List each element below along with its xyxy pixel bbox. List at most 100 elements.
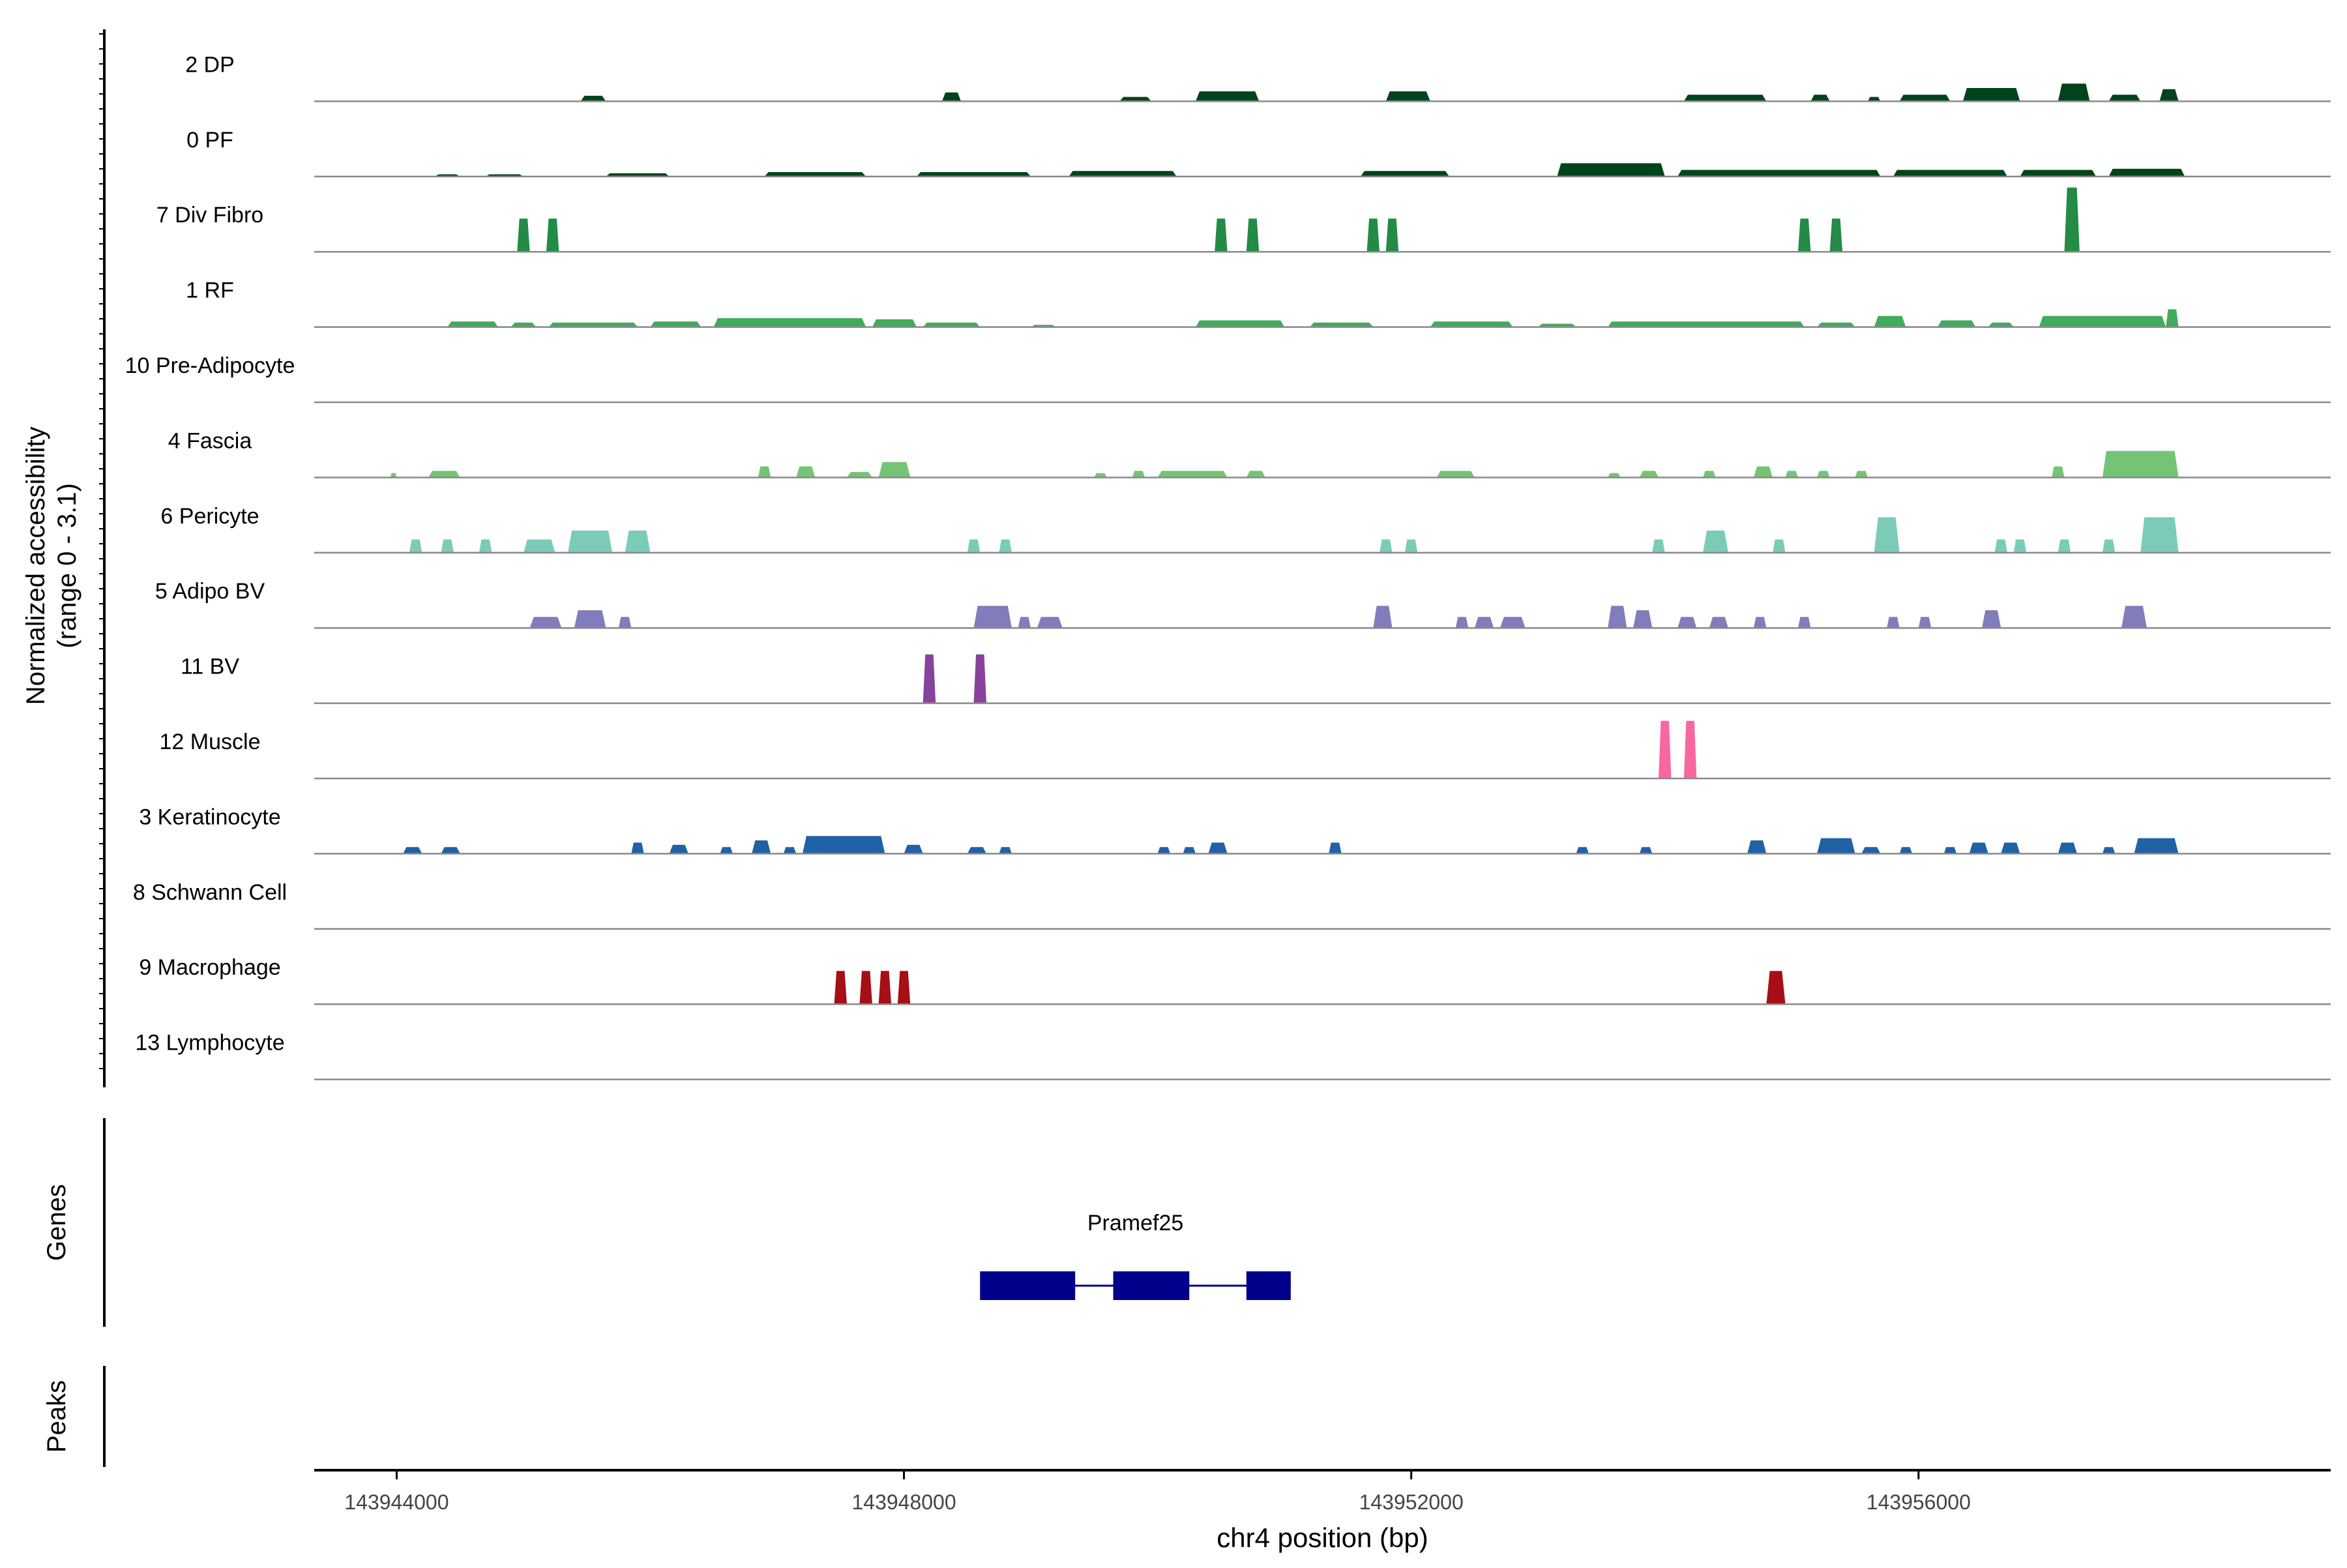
- track-peak: [1132, 471, 1145, 478]
- track-peak: [523, 539, 555, 553]
- track-peak: [1329, 842, 1342, 854]
- track-peak: [1639, 847, 1653, 854]
- track-label: 11 BV: [181, 655, 239, 679]
- track-peak: [1652, 539, 1665, 553]
- track-label: 3 Keratinocyte: [139, 805, 280, 829]
- track-peak: [1861, 847, 1881, 854]
- track-peak: [917, 172, 1031, 177]
- track-peak: [923, 654, 936, 703]
- track-peak: [1683, 720, 1697, 778]
- gene-exon: [1246, 1271, 1291, 1300]
- track-peak: [758, 466, 771, 478]
- track-label: 12 Muscle: [160, 730, 261, 754]
- track-peak: [517, 218, 530, 252]
- track-peak: [625, 530, 651, 553]
- track-peak: [999, 847, 1012, 854]
- track-peak: [1380, 539, 1393, 553]
- track-peak: [2052, 466, 2065, 478]
- track-peak: [897, 971, 911, 1005]
- track-peak: [1430, 321, 1513, 327]
- track-label: 4 Fascia: [168, 428, 252, 453]
- track-label: 7 Div Fibro: [156, 203, 263, 228]
- track-peak: [1988, 322, 2014, 327]
- track-peak: [409, 539, 422, 553]
- track-peak: [1677, 617, 1697, 629]
- track-peak: [650, 321, 701, 327]
- x-tick-label: 143944000: [344, 1490, 449, 1514]
- track-peak: [2166, 309, 2179, 327]
- track-peak: [1246, 218, 1260, 252]
- gene-strand-arrow: [1113, 1278, 1123, 1294]
- track-peak: [1817, 471, 1830, 478]
- track-peak: [2064, 187, 2080, 252]
- track-peak: [1404, 539, 1418, 553]
- track-peak: [859, 971, 872, 1005]
- track-peak: [618, 617, 632, 629]
- track-peak: [669, 844, 688, 854]
- track-peak: [606, 173, 670, 177]
- y-axis-title-line: (range 0 - 3.1): [53, 483, 81, 648]
- genes-panel-label: Genes: [42, 1184, 71, 1261]
- track-peak: [1069, 171, 1177, 177]
- track-peak: [1817, 838, 1855, 854]
- track-peak: [2140, 517, 2179, 553]
- track-peak: [1887, 617, 1900, 629]
- track-peak: [1037, 617, 1063, 629]
- track-peak: [1943, 847, 1957, 854]
- track-peak: [1969, 842, 1988, 854]
- track-peak: [796, 466, 816, 478]
- track-peak: [2102, 539, 2116, 553]
- track-peak: [529, 617, 562, 629]
- track-peak: [2159, 89, 2179, 102]
- track-peak: [1994, 539, 2007, 553]
- track-label: 0 PF: [186, 128, 233, 153]
- x-axis-title: chr4 position (bp): [1217, 1522, 1428, 1553]
- track-peak: [720, 847, 733, 854]
- track-peak: [441, 539, 454, 553]
- track-peak: [2039, 316, 2166, 327]
- track-peak: [2108, 168, 2185, 177]
- track-peak: [1753, 617, 1767, 629]
- track-peak: [631, 842, 644, 854]
- track-peak: [764, 172, 866, 177]
- track-peak: [713, 318, 866, 327]
- track-peak: [1360, 171, 1450, 177]
- track-peak: [1773, 539, 1786, 553]
- track-peak: [847, 471, 872, 478]
- track-peak: [783, 847, 797, 854]
- track-peak: [1893, 170, 2007, 177]
- track-peak: [1753, 466, 1773, 478]
- track-peak: [923, 322, 981, 327]
- track-peak: [1366, 218, 1380, 252]
- track-peak: [1683, 95, 1767, 102]
- track-label: 8 Schwann Cell: [133, 880, 287, 905]
- track-peak: [2108, 95, 2141, 102]
- track-peak: [1766, 971, 1786, 1005]
- track-label: 2 DP: [185, 52, 235, 77]
- track-peak: [2020, 170, 2097, 177]
- track-peak: [1829, 218, 1843, 252]
- track-peak: [878, 971, 892, 1005]
- track-peak: [1874, 316, 1906, 327]
- gene-exon: [1113, 1271, 1190, 1300]
- track-peak: [428, 471, 460, 478]
- track-peak: [1018, 617, 1031, 629]
- track-peak: [1962, 88, 2020, 102]
- track-peak: [2102, 451, 2179, 478]
- track-peak: [1385, 91, 1430, 102]
- track-label: 1 RF: [186, 278, 234, 303]
- track-peak: [1310, 322, 1374, 327]
- track-peak: [1677, 170, 1881, 177]
- track-label: 5 Adipo BV: [155, 579, 265, 604]
- gene-strand-arrow: [1246, 1278, 1256, 1294]
- x-tick-label: 143948000: [851, 1490, 956, 1514]
- track-peak: [2134, 838, 2179, 854]
- track-label: 13 Lymphocyte: [135, 1031, 284, 1056]
- track-peak: [1855, 471, 1868, 478]
- track-peak: [2001, 842, 2020, 854]
- track-peak: [1918, 617, 1932, 629]
- track-peak: [2102, 847, 2116, 854]
- track-peak: [1937, 320, 1976, 327]
